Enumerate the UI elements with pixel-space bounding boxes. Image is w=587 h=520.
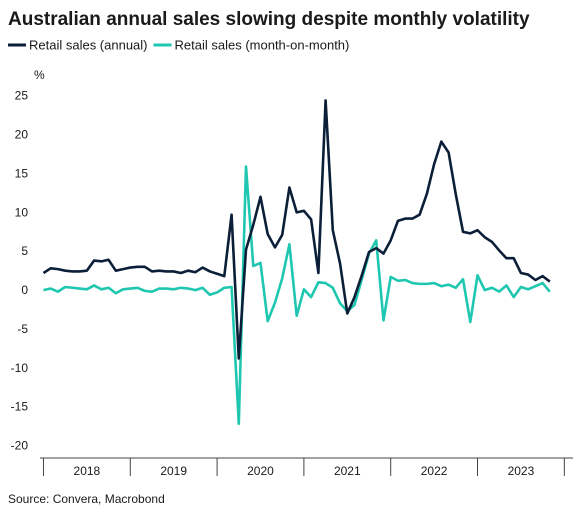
- x-tick-label: 2020: [247, 464, 274, 478]
- x-tick-label: 2021: [334, 464, 361, 478]
- x-tick-label: 2019: [160, 464, 187, 478]
- y-tick-label: -10: [11, 361, 29, 375]
- y-tick-label: 10: [15, 205, 29, 219]
- series-line: [43, 165, 551, 426]
- y-tick-label: 20: [15, 128, 29, 142]
- y-tick-label: -20: [11, 439, 29, 453]
- y-tick-label: 15: [15, 166, 29, 180]
- y-unit: %: [34, 68, 45, 82]
- y-tick-label: 5: [21, 244, 28, 258]
- x-tick-label: 2022: [421, 464, 448, 478]
- x-tick-label: 2023: [508, 464, 535, 478]
- legend-label: Retail sales (month-on-month): [175, 37, 350, 52]
- series-line: [42, 99, 551, 360]
- legend-label: Retail sales (annual): [29, 37, 148, 52]
- y-tick-label: -15: [11, 400, 29, 414]
- chart-title: Australian annual sales slowing despite …: [8, 9, 530, 30]
- y-tick-label: 0: [21, 283, 28, 297]
- x-tick-label: 2018: [74, 464, 101, 478]
- y-tick-label: 25: [15, 89, 29, 103]
- source: Source: Convera, Macrobond: [8, 492, 165, 506]
- y-tick-label: -5: [17, 322, 28, 336]
